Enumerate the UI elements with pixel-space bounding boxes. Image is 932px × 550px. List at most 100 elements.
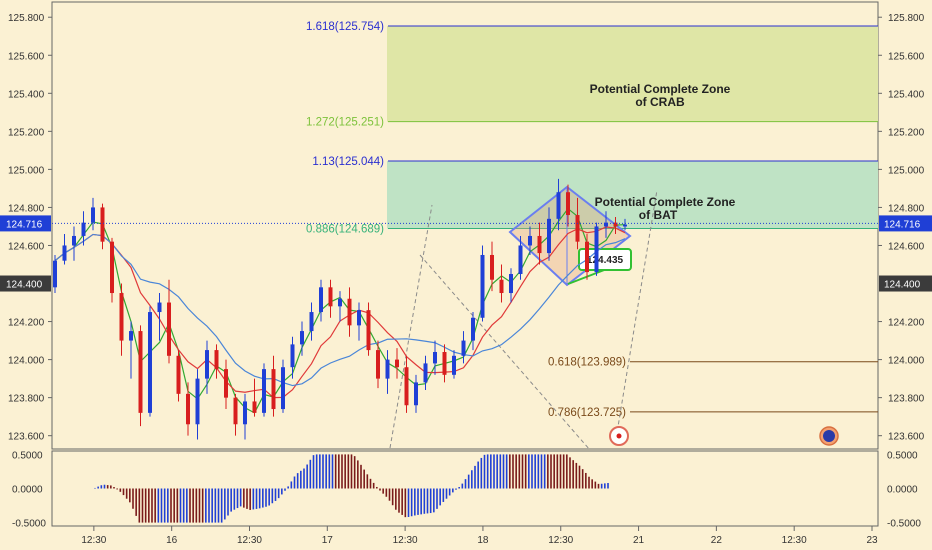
candle-body — [575, 215, 580, 242]
y-tick-label-left: 124.200 — [8, 318, 45, 329]
candle-body — [214, 350, 219, 370]
candle-body — [110, 241, 114, 294]
y-tick-label-right: 123.800 — [888, 394, 925, 405]
x-tick-label: 12:30 — [81, 535, 106, 546]
zone-bat: Potential Complete Zone of BAT — [387, 161, 878, 229]
y-tick-label-right: 125.800 — [888, 13, 925, 24]
candle-body — [167, 302, 171, 356]
candle-body — [528, 235, 532, 246]
oscillator-plot-frame — [51, 450, 879, 527]
candle-body — [623, 224, 627, 227]
candle-body — [613, 222, 618, 227]
candle-body — [271, 369, 276, 410]
candle-body — [366, 310, 371, 351]
x-tick-label: 12:30 — [782, 535, 807, 546]
y-tick-label-left: 125.200 — [8, 127, 45, 138]
oscillator-tick-right: 0.0000 — [887, 485, 918, 496]
zone-crab-subtitle: of CRAB — [635, 95, 685, 109]
y-tick-label-right: 125.600 — [888, 51, 925, 62]
ma-slow — [54, 233, 626, 387]
candle-body — [471, 317, 475, 341]
candle-body — [404, 367, 409, 406]
candle-body — [376, 350, 380, 379]
y-tick-label-right: 124.200 — [888, 318, 925, 329]
y-tick-label-left: 125.000 — [8, 165, 45, 176]
candle-body — [328, 287, 333, 307]
y-tick-label-left: 123.800 — [8, 394, 45, 405]
fib-levels: 1.618(125.754) 1.272(125.251) 1.13(125.0… — [306, 21, 878, 419]
y-tick-label-right: 124.600 — [888, 241, 925, 252]
guide-line — [614, 189, 658, 446]
candle-body — [129, 331, 133, 341]
oscillator-tick-left: 0.5000 — [12, 450, 43, 461]
fib-label: 0.618(123.989) — [548, 357, 626, 369]
candlesticks — [53, 178, 627, 440]
candle-body — [604, 222, 608, 227]
zone-crab-rect — [387, 25, 878, 122]
x-tick-label: 12:30 — [548, 535, 573, 546]
oscillator-tick-left: 0.0000 — [12, 485, 43, 496]
price-tag-left-current-label: 124.716 — [6, 219, 43, 230]
candle-body — [490, 254, 494, 280]
y-tick-label-left: 124.800 — [8, 203, 45, 214]
fib-label: 1.13(125.044) — [312, 156, 384, 168]
candle-body — [157, 302, 162, 313]
price-tag-right-last — [879, 275, 932, 292]
candle-body — [499, 279, 504, 294]
price-tags: 124.716 124.400 124.716 124.400 — [0, 215, 932, 292]
y-tick-label-left: 125.800 — [8, 13, 45, 24]
annotation-box-label: 124.435 — [587, 255, 624, 266]
oscillator-histogram — [94, 454, 609, 523]
harmonic-guides — [389, 189, 658, 451]
x-axis: 12:30 16 12:30 17 12:30 18 12:30 21 22 12:30 23 — [81, 526, 878, 546]
x-tick-label: 21 — [633, 535, 645, 546]
candle-body — [461, 340, 466, 356]
x-tick-label: 12:30 — [237, 535, 262, 546]
y-axis-right: 125.800 125.600 125.400 125.200 125.000 124.8… — [878, 13, 925, 443]
y-tick-label-right: 124.800 — [888, 203, 925, 214]
price-tag-right-last-label: 124.400 — [884, 280, 921, 291]
event-icon-red-dot — [616, 433, 622, 439]
candle-body — [148, 312, 152, 413]
y-tick-label-right: 125.200 — [888, 127, 925, 138]
candle-body — [205, 350, 209, 379]
candle-body — [442, 351, 447, 375]
fib-label: 1.618(125.754) — [306, 21, 384, 33]
x-tick-label: 18 — [477, 535, 489, 546]
event-icon-flag-inner — [823, 430, 835, 442]
candle-body — [119, 293, 124, 341]
candle-body — [62, 245, 67, 261]
fib-label: 1.272(125.251) — [306, 117, 384, 129]
candle-body — [233, 397, 238, 425]
candle-body — [53, 260, 57, 288]
bat-pattern-shape — [508, 185, 632, 287]
candle-body — [385, 359, 390, 379]
price-tag-left-current — [0, 215, 51, 232]
x-tick-label: 23 — [866, 535, 878, 546]
price-tag-right-current — [879, 215, 932, 232]
y-tick-label-right: 125.000 — [888, 165, 925, 176]
event-icon-red[interactable] — [609, 426, 629, 446]
fib-label: 0.786(123.725) — [548, 407, 626, 419]
candle-body — [72, 235, 76, 246]
y-tick-label-right: 123.600 — [888, 432, 925, 443]
candle-body — [414, 382, 418, 406]
candle-body — [290, 344, 295, 368]
candle-body — [176, 355, 181, 394]
price-tag-left-last-label: 124.400 — [6, 280, 43, 291]
candle-body — [433, 351, 437, 364]
x-tick-label: 16 — [166, 535, 178, 546]
candle-body — [262, 369, 266, 413]
event-icon-flag[interactable] — [819, 426, 839, 446]
y-tick-label-left: 124.600 — [8, 241, 45, 252]
y-tick-label-left: 125.400 — [8, 89, 45, 100]
candle-body — [547, 218, 551, 254]
zone-crab: Potential Complete Zone of CRAB — [387, 25, 878, 122]
candle-body — [319, 287, 323, 313]
y-tick-label-right: 124.000 — [888, 356, 925, 367]
candle-body — [243, 401, 247, 425]
zone-crab-title: Potential Complete Zone — [590, 82, 731, 96]
candle-body — [585, 241, 589, 273]
candle-body — [81, 222, 86, 236]
